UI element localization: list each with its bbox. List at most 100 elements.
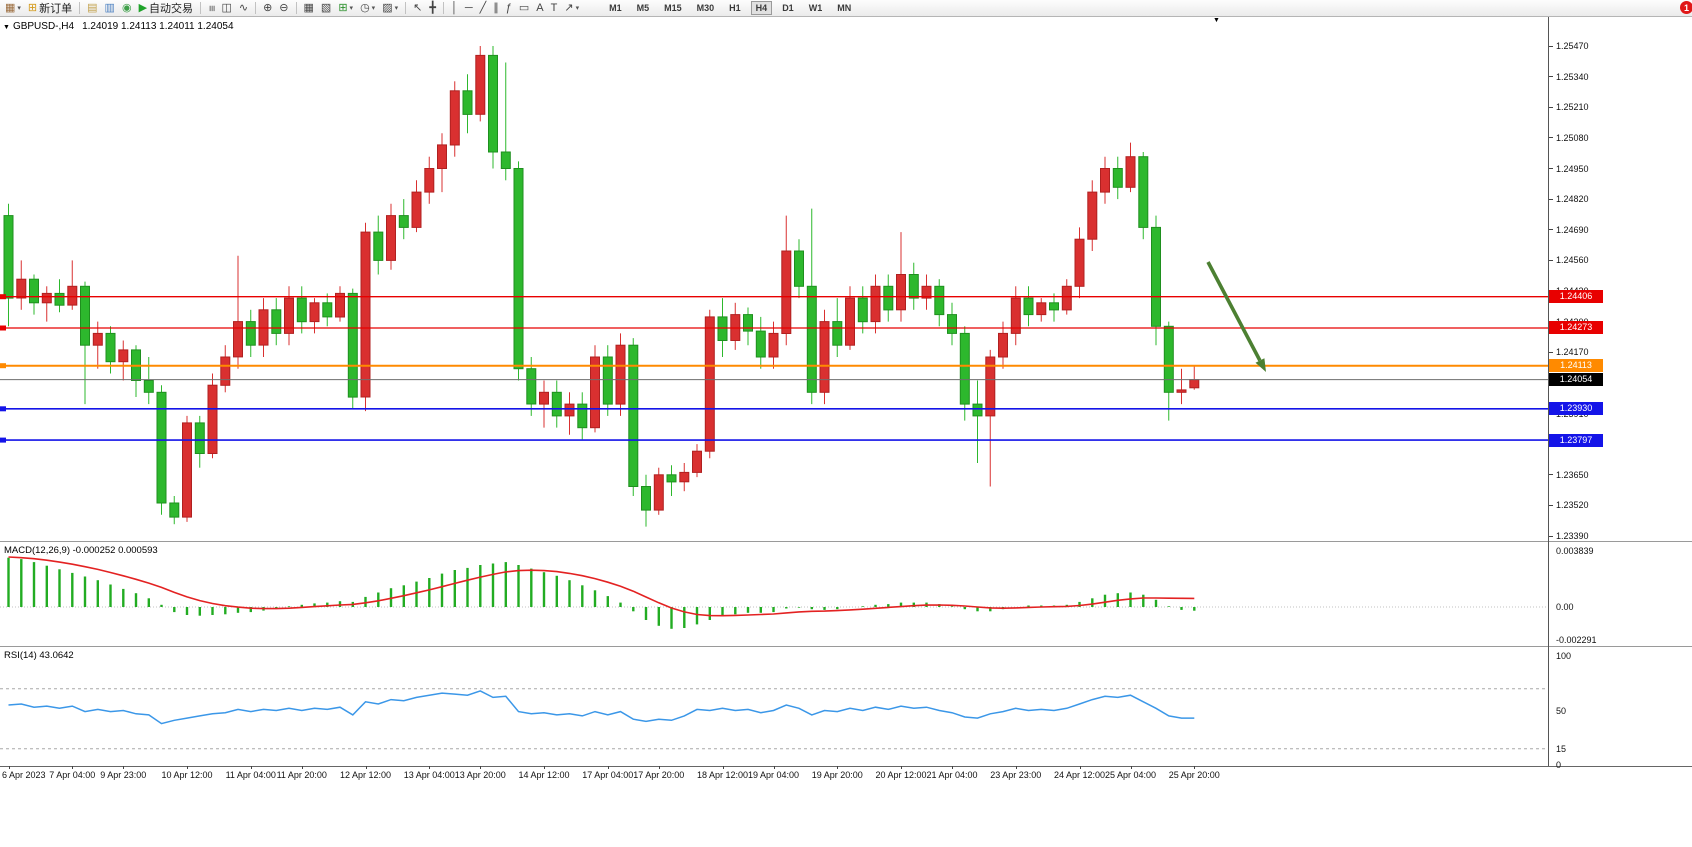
line-chart-button[interactable]: ∿ bbox=[236, 1, 251, 16]
cursor-icon: ↖ bbox=[413, 1, 423, 14]
dropdown-caret-icon: ▾ bbox=[575, 5, 580, 12]
chart-shift-marker[interactable]: ▼ bbox=[1213, 17, 1220, 24]
macd-pane[interactable] bbox=[0, 543, 1548, 646]
profiles-icon: ▤ bbox=[87, 1, 98, 14]
timeframe-M30[interactable]: M30 bbox=[696, 3, 715, 13]
toolbar-separator bbox=[405, 2, 407, 14]
zoom-out-icon: ⊖ bbox=[279, 1, 289, 14]
new-order-button[interactable]: ⊞ 新订单 bbox=[25, 1, 75, 16]
timeframe-H1[interactable]: H1 bbox=[729, 3, 741, 13]
time-axis-line bbox=[0, 766, 1692, 767]
arrows-button[interactable]: ↗ ▾ bbox=[561, 1, 582, 16]
autotrade-button-label: 自动交易 bbox=[149, 3, 194, 15]
horizontal-lines[interactable] bbox=[0, 294, 1548, 443]
label-icon: T bbox=[550, 1, 558, 14]
line-edge-marker bbox=[0, 406, 6, 412]
main-price-pane[interactable] bbox=[0, 22, 1548, 541]
time-label: 17 Apr 20:00 bbox=[633, 770, 685, 780]
add-indicator-button[interactable]: ⊞ ▾ bbox=[335, 1, 356, 16]
timeframe-W1[interactable]: W1 bbox=[808, 3, 823, 13]
time-tick-mark bbox=[301, 766, 303, 769]
timeframe-MN[interactable]: MN bbox=[837, 3, 852, 13]
autotrade-icon: ▶ bbox=[138, 1, 148, 14]
zoom-out-button[interactable]: ⊖ bbox=[276, 1, 291, 16]
time-tick-mark bbox=[8, 766, 10, 769]
macd-title: MACD(12,26,9) bbox=[4, 545, 70, 556]
tile-windows-button[interactable]: ▦ bbox=[301, 1, 317, 16]
time-tick-mark bbox=[607, 766, 609, 769]
ohlc-values: 1.24019 1.24113 1.24011 1.24054 bbox=[82, 21, 234, 32]
pane-separator[interactable] bbox=[0, 541, 1692, 542]
candle-chart-button[interactable]: ◫ bbox=[218, 1, 234, 16]
price-tick-label: 1.25340 bbox=[1556, 71, 1589, 82]
price-tick-mark bbox=[1549, 259, 1553, 261]
one-click-trading-toggle[interactable]: ▼ bbox=[3, 24, 10, 31]
trendline-icon: ╱ bbox=[479, 1, 487, 14]
rsi-axis-label: 0 bbox=[1556, 760, 1562, 770]
fibonacci-button[interactable]: ƒ bbox=[503, 1, 515, 16]
rsi-label: RSI(14) 43.0642 bbox=[4, 650, 74, 661]
rsi-pane[interactable] bbox=[0, 648, 1548, 766]
autotrade-button[interactable]: ▶ 自动交易 bbox=[136, 1, 196, 16]
time-label: 7 Apr 04:00 bbox=[49, 770, 96, 780]
price-line-label: 1.23797 bbox=[1549, 433, 1603, 447]
timeframe-D1[interactable]: D1 bbox=[782, 3, 794, 13]
price-line-label: 1.24273 bbox=[1549, 321, 1603, 335]
zoom-in-icon: ⊕ bbox=[263, 1, 273, 14]
templates-button[interactable]: ▨ ▾ bbox=[379, 1, 401, 16]
trendline-button[interactable]: ╱ bbox=[477, 1, 490, 16]
horizontal-line-button[interactable]: ─ bbox=[462, 1, 476, 16]
notification-badge[interactable]: 1 bbox=[1680, 1, 1692, 14]
price-tick-mark bbox=[1549, 535, 1553, 537]
vertical-line-button[interactable]: │ bbox=[448, 1, 461, 16]
timeframe-H4[interactable]: H4 bbox=[750, 1, 773, 15]
time-tick-mark bbox=[429, 766, 431, 769]
time-tick-mark bbox=[365, 766, 367, 769]
time-label: 13 Apr 04:00 bbox=[403, 770, 455, 780]
cursor-button[interactable]: ↖ bbox=[410, 1, 425, 16]
bar-chart-button[interactable]: ≡ bbox=[205, 1, 218, 16]
label-button[interactable]: T bbox=[548, 1, 561, 16]
price-tick-label: 1.24950 bbox=[1556, 163, 1589, 174]
price-axis-border bbox=[1548, 17, 1549, 766]
profiles-button[interactable]: ▤ bbox=[84, 1, 100, 16]
templates-icon: ▨ bbox=[382, 1, 393, 14]
new-chart-button[interactable]: ▦ ▾ bbox=[2, 1, 24, 16]
macd-values: -0.000252 0.000593 bbox=[72, 545, 158, 556]
time-tick-mark bbox=[1079, 766, 1081, 769]
indicators-button[interactable]: ▧ bbox=[318, 1, 334, 16]
time-label: 11 Apr 20:00 bbox=[276, 770, 327, 780]
pane-separator[interactable] bbox=[0, 646, 1692, 647]
time-axis[interactable]: 6 Apr 2023 7 Apr 04:00 9 Apr 23:00 10 Apr 1… bbox=[0, 766, 1548, 782]
time-label: 23 Apr 23:00 bbox=[990, 770, 1042, 780]
timeframe-M5[interactable]: M5 bbox=[636, 3, 650, 13]
refresh-button[interactable]: ◉ bbox=[119, 1, 135, 16]
shapes-button[interactable]: ▭ bbox=[516, 1, 532, 16]
channel-button[interactable]: ∥ bbox=[490, 1, 502, 16]
time-tick-mark bbox=[1194, 766, 1196, 769]
price-line-label: 1.24113 bbox=[1549, 359, 1603, 373]
timeframe-M1[interactable]: M1 bbox=[609, 3, 622, 13]
tile-windows-icon: ▦ bbox=[303, 1, 314, 14]
bar-chart-icon: ≡ bbox=[205, 4, 218, 12]
price-tick-label: 1.24690 bbox=[1556, 224, 1589, 235]
new-order-icon: ⊞ bbox=[27, 1, 38, 14]
shapes-icon: ▭ bbox=[518, 1, 530, 14]
trend-arrow[interactable] bbox=[1206, 261, 1266, 372]
cycle-charts-button[interactable]: ▥ bbox=[102, 1, 118, 16]
text-button[interactable]: A bbox=[533, 1, 546, 16]
crosshair-button[interactable]: ╋ bbox=[426, 1, 439, 16]
price-tick-mark bbox=[1549, 351, 1553, 353]
price-axis[interactable]: 1.25470 1.25340 1.25210 1.25080 1.24950 1.248… bbox=[1548, 0, 1692, 847]
dropdown-caret-icon: ▾ bbox=[371, 5, 376, 12]
new-chart-icon: ▦ bbox=[5, 1, 16, 14]
price-tick-label: 1.23390 bbox=[1556, 531, 1589, 541]
zoom-in-button[interactable]: ⊕ bbox=[260, 1, 275, 16]
rsi-title: RSI(14) bbox=[4, 650, 37, 661]
periods-button[interactable]: ◷ ▾ bbox=[357, 1, 378, 16]
price-tick-mark bbox=[1549, 76, 1553, 78]
horizontal-line-icon: ─ bbox=[464, 1, 473, 14]
timeframe-M15[interactable]: M15 bbox=[664, 3, 682, 13]
dropdown-caret-icon: ▾ bbox=[394, 5, 399, 12]
symbol-timeframe-label: GBPUSD-,H4 bbox=[12, 21, 75, 32]
